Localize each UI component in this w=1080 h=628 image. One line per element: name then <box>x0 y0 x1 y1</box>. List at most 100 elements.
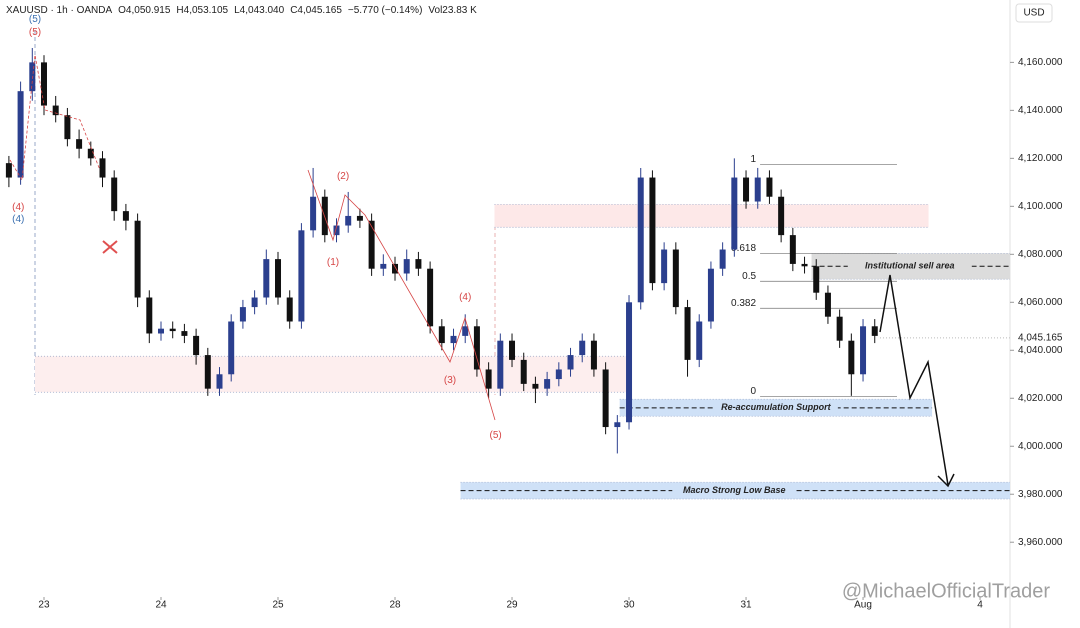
currency: USD <box>1023 8 1044 19</box>
candle-body <box>707 268 714 322</box>
candle-body <box>532 383 539 389</box>
currency-box <box>1015 3 1053 23</box>
wave-label: (4) <box>12 202 24 213</box>
x-tick-label: 4 <box>977 600 983 611</box>
zone <box>494 204 929 228</box>
candle-body <box>368 220 375 269</box>
candle-body <box>860 326 867 375</box>
candle-body <box>848 340 855 375</box>
x-tick-label: 24 <box>155 600 167 611</box>
candle-body <box>462 326 469 336</box>
candle-body <box>333 225 340 236</box>
ohlc: L4,043.040 <box>234 5 285 16</box>
candle-body <box>485 369 492 389</box>
candle-body <box>602 369 609 428</box>
wave-label: (4) <box>459 292 471 303</box>
candle-body <box>29 62 36 92</box>
candle-body <box>275 259 282 298</box>
candle-body <box>64 115 71 140</box>
wave-label: (4) <box>12 214 24 225</box>
invalid-mark <box>102 240 118 254</box>
wave-label: (5) <box>490 430 502 441</box>
candle-body <box>380 263 387 269</box>
fib-label: 1 <box>751 154 757 165</box>
candle-body <box>427 268 434 327</box>
y-tick-label: 4,020.000 <box>1018 393 1063 404</box>
candle-body <box>251 297 258 308</box>
x-tick-label: 31 <box>740 600 752 611</box>
zone <box>34 356 628 393</box>
candle-body <box>824 292 831 317</box>
candle-body <box>438 326 445 344</box>
x-tick-label: 23 <box>38 600 50 611</box>
candle-body <box>134 220 141 298</box>
candle-body <box>40 62 47 106</box>
y-tick-label: 4,120.000 <box>1018 153 1063 164</box>
candle-body <box>52 105 59 116</box>
candle-body <box>684 307 691 360</box>
projection-path <box>879 274 949 486</box>
x-tick-label: Aug <box>854 600 872 611</box>
x-tick-label: 25 <box>272 600 284 611</box>
candle-body <box>555 369 562 380</box>
candle-body <box>356 215 363 221</box>
wave-path <box>307 169 496 421</box>
candle-body <box>813 266 820 293</box>
candle-body <box>146 297 153 334</box>
candle-body <box>5 163 12 178</box>
x-tick-label: 28 <box>389 600 401 611</box>
candle-body <box>87 148 94 159</box>
candle-body <box>76 139 83 149</box>
fib-label: 0 <box>751 386 757 397</box>
candle-body <box>298 230 305 322</box>
candle-body <box>286 297 293 322</box>
label-bg <box>847 260 972 273</box>
candle-body <box>497 340 504 389</box>
candle-body <box>122 211 129 221</box>
candle-body <box>871 326 878 336</box>
candle-body <box>228 321 235 375</box>
y-tick-label: 4,000.000 <box>1018 441 1063 452</box>
fib-label: 0.5 <box>742 271 756 282</box>
wave-label: (5) <box>29 14 41 25</box>
candle-body <box>836 316 843 341</box>
header: XAUUSD · 1h · OANDA O4,050.915 H4,053.10… <box>6 5 477 16</box>
candle-body <box>415 259 422 269</box>
ohlc: O4,050.915 <box>118 5 171 16</box>
symbol: XAUUSD · 1h · OANDA <box>6 5 113 16</box>
y-tick-label: 4,140.000 <box>1018 105 1063 116</box>
candle-body <box>181 331 188 336</box>
x-tick-label: 30 <box>623 600 635 611</box>
fib-label: 0.618 <box>731 243 756 254</box>
candle-body <box>743 177 750 202</box>
ohlc: C4,045.165 <box>290 5 342 16</box>
ohlc: H4,053.105 <box>176 5 229 16</box>
candle-body <box>17 91 24 178</box>
label-bg <box>672 484 797 497</box>
y-tick-label: 4,100.000 <box>1018 201 1063 212</box>
candle-body <box>473 326 480 370</box>
candle-body <box>509 340 516 360</box>
candle-body <box>403 259 410 274</box>
wave-label: (2) <box>337 171 349 182</box>
y-tick-label: 4,080.000 <box>1018 249 1063 260</box>
candle-body <box>450 335 457 344</box>
candle-body <box>345 215 352 226</box>
candle-body <box>614 422 621 428</box>
candle-body <box>649 177 656 284</box>
candle-body <box>626 302 633 423</box>
y-tick-label: 4,060.000 <box>1018 297 1063 308</box>
wave-label: (3) <box>444 375 456 386</box>
candle-body <box>310 196 317 231</box>
candle-body <box>263 259 270 298</box>
y-tick-label: 3,960.000 <box>1018 537 1063 548</box>
candle-body <box>567 355 574 370</box>
candle-body <box>239 307 246 322</box>
candle-body <box>637 177 644 303</box>
wave-label: (1) <box>327 257 339 268</box>
wave-label: (5) <box>29 27 41 38</box>
y-tick-label: 4,160.000 <box>1018 57 1063 68</box>
candle-body <box>766 177 773 197</box>
wave-path <box>9 54 101 182</box>
